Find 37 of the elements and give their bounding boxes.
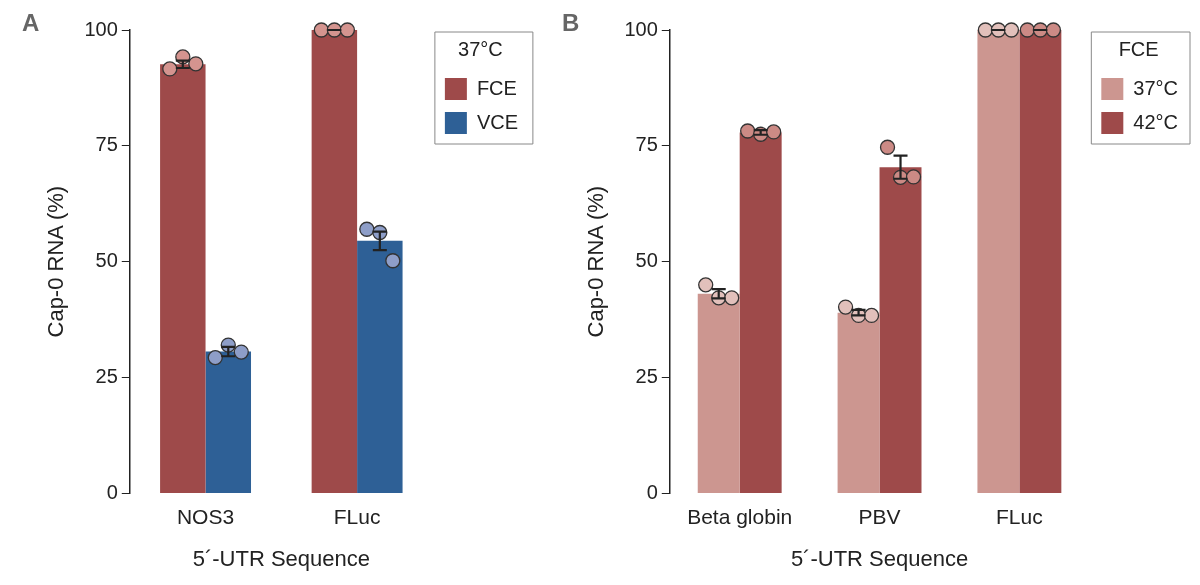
legend-title: FCE <box>1118 37 1159 60</box>
y-tick-label: 0 <box>646 480 658 503</box>
y-tick-label: 50 <box>95 249 118 272</box>
y-tick-label: 75 <box>95 133 118 156</box>
bar <box>879 167 922 493</box>
y-tick-label: 0 <box>106 480 118 503</box>
x-axis-title: 5´-UTR Sequence <box>790 545 969 571</box>
bar <box>739 132 782 493</box>
text: B <box>562 8 580 36</box>
bar <box>837 312 880 493</box>
text: A <box>22 8 40 36</box>
bar <box>977 30 1020 493</box>
bar <box>357 240 403 493</box>
y-tick-label: 100 <box>624 17 658 40</box>
x-axis-title: 5´-UTR Sequence <box>192 545 370 571</box>
x-tick-label: PBV <box>858 504 901 528</box>
y-tick-label: 75 <box>635 133 658 156</box>
bar <box>311 30 358 493</box>
y-axis-title: Cap-0 RNA (%) <box>583 185 609 338</box>
bar <box>1019 30 1062 493</box>
x-tick-label: NOS3 <box>176 504 235 528</box>
x-tick-label: Beta globin <box>687 504 793 528</box>
x-tick-label: FLuc <box>996 504 1043 528</box>
legend-label: FCE <box>476 76 517 99</box>
bar <box>205 351 252 493</box>
legend-label: 42°C <box>1133 110 1178 133</box>
bar <box>160 64 206 493</box>
y-axis-title: Cap-0 RNA (%) <box>43 185 69 338</box>
y-tick-label: 25 <box>95 365 118 388</box>
y-tick-label: 25 <box>635 365 658 388</box>
y-tick-label: 50 <box>635 249 658 272</box>
y-tick-label: 100 <box>84 17 118 40</box>
legend-title: 37°C <box>458 37 503 60</box>
bar <box>697 293 740 493</box>
x-tick-label: FLuc <box>333 504 381 528</box>
legend-label: 37°C <box>1133 76 1178 99</box>
legend-label: VCE <box>476 110 518 133</box>
